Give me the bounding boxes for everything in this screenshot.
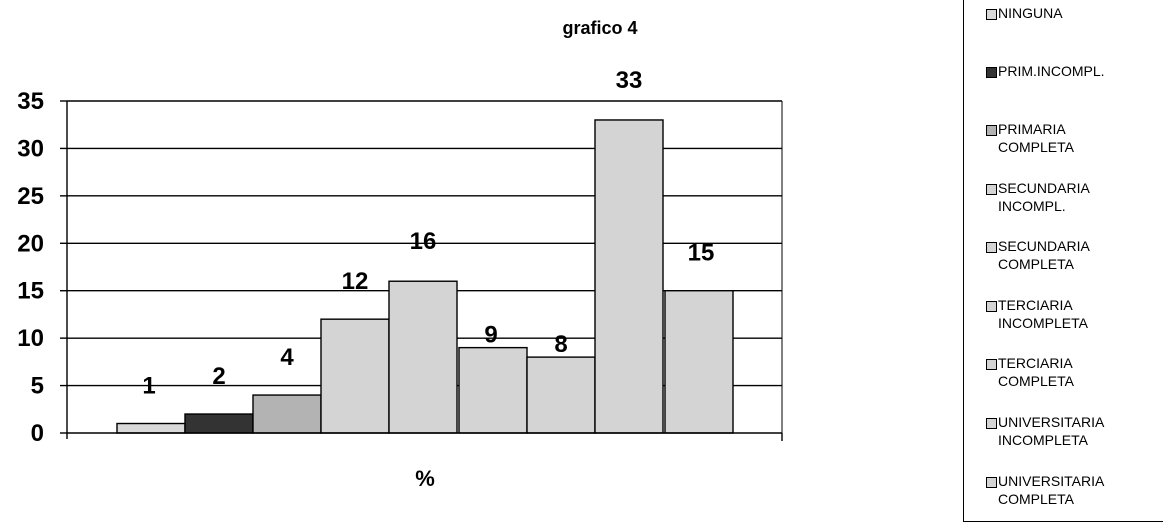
y-tick-label-10: 10 — [17, 325, 44, 352]
y-tick-label-35: 35 — [17, 88, 44, 115]
data-label-prim-incompl: 2 — [212, 363, 225, 390]
bar-terciaria-incompleta — [458, 346, 528, 434]
legend-swatch-terciaria-incompleta — [986, 301, 997, 312]
legend-item-universitaria-incompleta: UNIVERSITARIA INCOMPLETA — [986, 414, 1105, 449]
legend-swatch-secundaria-incompl — [986, 184, 997, 195]
legend-swatch-primaria-completa — [986, 125, 997, 136]
x-axis-label: % — [415, 466, 435, 491]
legend-label-primaria-completa: PRIMARIA COMPLETA — [998, 121, 1074, 155]
legend-swatch-universitaria-incompleta — [986, 418, 997, 429]
bar-universitaria-incompleta — [594, 119, 664, 434]
legend-item-ninguna: NINGUNA — [986, 5, 1063, 22]
legend-item-secundaria-completa: SECUNDARIA COMPLETA — [986, 238, 1090, 273]
legend-label-terciaria-incompleta: TERCIARIA INCOMPLETA — [998, 297, 1088, 331]
y-tick-label-20: 20 — [17, 230, 44, 257]
y-tick-label-5: 5 — [31, 373, 44, 400]
legend-label-secundaria-completa: SECUNDARIA COMPLETA — [998, 238, 1090, 272]
data-label-terciaria-incompleta: 9 — [484, 322, 497, 349]
chart-title: grafico 4 — [562, 18, 638, 38]
legend-swatch-terciaria-completa — [986, 359, 997, 370]
legend-item-prim-incompl: PRIM.INCOMPL. — [986, 63, 1105, 80]
bar-universitaria-completa — [664, 290, 734, 434]
data-label-terciaria-completa: 8 — [554, 331, 567, 358]
y-tick-label-0: 0 — [31, 420, 44, 447]
legend-label-universitaria-completa: UNIVERSITARIA COMPLETA — [998, 473, 1105, 507]
legend-swatch-prim-incompl — [986, 67, 997, 78]
data-label-universitaria-completa: 15 — [688, 240, 715, 267]
legend-item-primaria-completa: PRIMARIA COMPLETA — [986, 121, 1074, 156]
legend-swatch-universitaria-completa — [986, 477, 997, 488]
y-tick-label-25: 25 — [17, 183, 44, 210]
legend-label-terciaria-completa: TERCIARIA COMPLETA — [998, 355, 1074, 389]
legend-label-universitaria-incompleta: UNIVERSITARIA INCOMPLETA — [998, 414, 1105, 448]
bar-secundaria-incompl — [320, 318, 390, 434]
bar-prim-incompl — [184, 413, 254, 434]
legend-label-ninguna: NINGUNA — [998, 5, 1063, 21]
data-label-secundaria-completa: 16 — [410, 228, 437, 255]
legend: NINGUNA PRIM.INCOMPL. PRIMARIA COMPLETA … — [963, 0, 1163, 522]
bar-primaria-completa — [252, 394, 322, 434]
legend-item-terciaria-incompleta: TERCIARIA INCOMPLETA — [986, 297, 1088, 332]
legend-label-prim-incompl: PRIM.INCOMPL. — [998, 63, 1105, 79]
legend-item-terciaria-completa: TERCIARIA COMPLETA — [986, 355, 1074, 390]
legend-label-secundaria-incompl: SECUNDARIA INCOMPL. — [998, 180, 1090, 214]
bar-terciaria-completa — [526, 356, 596, 434]
legend-item-universitaria-completa: UNIVERSITARIA COMPLETA — [986, 473, 1105, 508]
legend-item-secundaria-incompl: SECUNDARIA INCOMPL. — [986, 180, 1090, 215]
legend-swatch-secundaria-completa — [986, 242, 997, 253]
legend-swatch-ninguna — [986, 9, 997, 20]
y-tick-label-15: 15 — [17, 278, 44, 305]
bar-secundaria-completa — [388, 280, 458, 434]
data-label-secundaria-incompl: 12 — [342, 268, 369, 295]
data-label-universitaria-incompleta: 33 — [616, 67, 643, 94]
bar-ninguna — [116, 422, 186, 434]
data-label-ninguna: 1 — [142, 373, 155, 400]
y-tick-label-30: 30 — [17, 135, 44, 162]
data-label-primaria-completa: 4 — [280, 344, 294, 371]
